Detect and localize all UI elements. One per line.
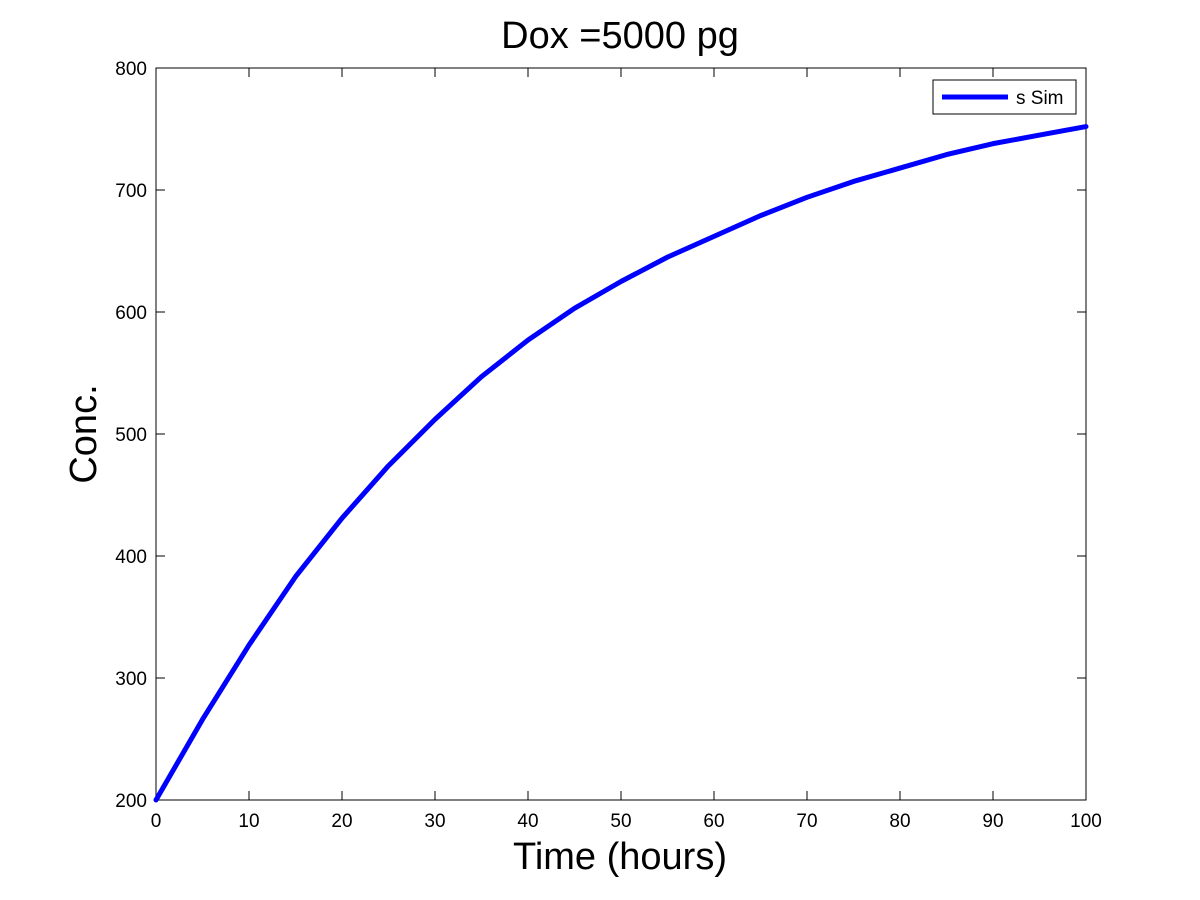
y-tick-label: 700 (115, 181, 147, 202)
x-tick-label: 90 (982, 811, 1003, 832)
x-tick-label: 20 (331, 811, 352, 832)
y-tick-label: 200 (115, 791, 147, 812)
plot-area: 0 10 20 30 40 50 60 70 80 90 100 200 300 400 500 600 700… (115, 59, 1102, 832)
y-tick-label: 300 (115, 669, 147, 690)
legend: s Sim (932, 79, 1077, 115)
y-tick-label: 400 (115, 547, 147, 568)
x-tick-label: 40 (517, 811, 538, 832)
series-line-s-sim (153, 124, 1089, 803)
x-tick-label: 100 (1070, 811, 1102, 832)
axes-frame (155, 67, 1087, 801)
x-tick-label: 10 (238, 811, 259, 832)
legend-label: s Sim (1016, 88, 1064, 109)
x-axis-label: Time (hours) (513, 836, 727, 878)
x-tick-label: 30 (424, 811, 445, 832)
x-tick-label: 50 (610, 811, 631, 832)
x-tick-label: 80 (889, 811, 910, 832)
chart-title: Dox =5000 pg (501, 15, 739, 57)
y-tick-label: 800 (115, 59, 147, 80)
y-tick-label: 600 (115, 303, 147, 324)
x-tick-label: 70 (796, 811, 817, 832)
x-tick-label: 0 (151, 811, 162, 832)
x-tick-label: 60 (703, 811, 724, 832)
y-tick-label: 500 (115, 425, 147, 446)
y-axis-label: Conc. (63, 384, 105, 483)
